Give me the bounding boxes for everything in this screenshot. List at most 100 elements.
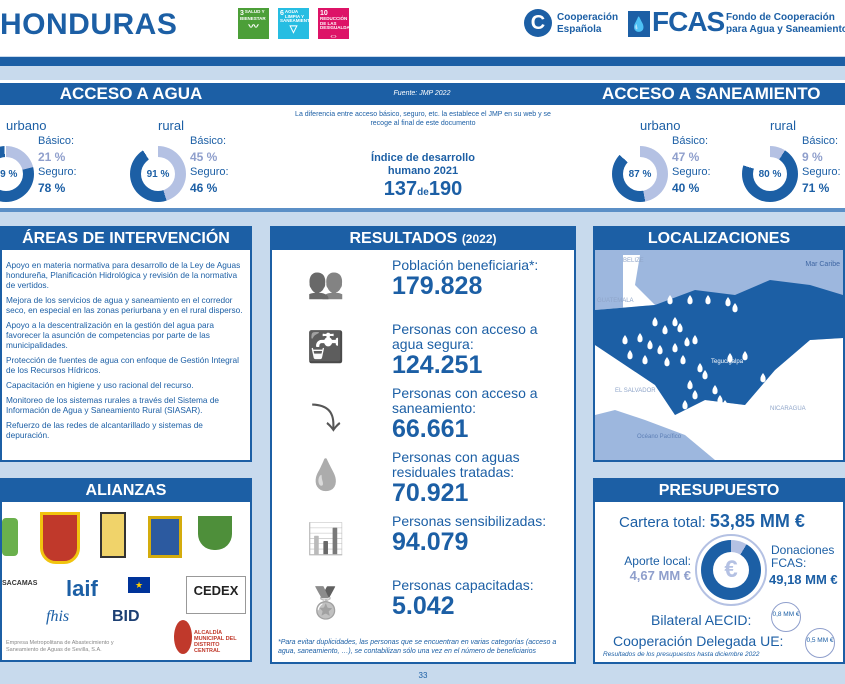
resultado-item: ⤵ Personas con acceso a saneamiento: 66.6… — [298, 386, 574, 450]
resultado-item: 🚰 Personas con acceso a agua segura: 124.… — [298, 322, 574, 386]
project-location-marker — [687, 380, 693, 390]
resultado-label: Población beneficiaria*: — [392, 257, 539, 273]
donaciones-value: 49,18 MM € — [769, 572, 838, 587]
bilateral-value: 0,8 MM € — [771, 602, 801, 632]
honduras-map: BELIZE GUATEMALA EL SALVADOR NICARAGUA O… — [595, 250, 843, 460]
basico-label: Básico: — [190, 135, 227, 147]
donut-total: 91 % — [141, 157, 175, 191]
access-donut: 80 % — [742, 146, 798, 202]
equality-icon: ⇔ — [328, 30, 339, 42]
project-location-marker — [692, 390, 698, 400]
seguro-value: 40 % — [672, 181, 700, 195]
resultado-label: Personas sensibilizadas: — [392, 513, 547, 529]
mar-caribe-label: Mar Caribe — [805, 261, 840, 268]
neighbor-land — [595, 338, 843, 460]
people-group-icon: 👥 — [307, 267, 345, 300]
project-location-marker — [705, 295, 711, 305]
tegucigalpa-label: Tegucigalpa — [711, 359, 744, 365]
project-location-marker — [692, 335, 698, 345]
alianzas-title: ALIANZAS — [2, 480, 250, 502]
project-location-marker — [712, 385, 718, 395]
header-divider — [0, 57, 845, 66]
resultados-panel: RESULTADOS (2022) 👥 Población beneficiar… — [270, 226, 576, 664]
resultados-year: (2022) — [461, 232, 497, 246]
water-drop-icon: 💧 — [628, 11, 650, 37]
idh-total: 190 — [428, 178, 463, 200]
project-location-marker — [702, 370, 708, 380]
seguro-value: 78 % — [38, 181, 66, 195]
resultados-list: 👥 Población beneficiaria*: 179.828 🚰 Perso… — [272, 250, 574, 642]
donut-category-label: rural — [158, 118, 185, 133]
cooperacion-espanola-text: Cooperación Española — [557, 12, 619, 35]
alianzas-panel: ALIANZAS SACAMAS laif ★ CEDEX fhis BID E… — [0, 478, 252, 662]
presentation-icon: 📊 — [307, 523, 345, 556]
project-location-marker — [680, 355, 686, 365]
alcaldia-emblem — [174, 620, 192, 654]
idh-rank: 137 — [383, 178, 418, 200]
band-bottom-line — [0, 208, 845, 212]
project-location-marker — [725, 297, 731, 307]
project-location-marker — [697, 405, 703, 415]
sacamas-logo: SACAMAS — [2, 580, 38, 587]
sewer-pipe-icon: ⤵ — [311, 403, 341, 436]
resultado-label: Personas con acceso a agua segura: — [392, 321, 538, 352]
donut-total: 87 % — [623, 157, 657, 191]
project-location-marker — [684, 337, 690, 347]
resultado-label: Personas con aguas residuales tratadas: — [392, 449, 520, 480]
project-location-marker — [642, 355, 648, 365]
resultado-label: Personas con acceso a saneamiento: — [392, 385, 538, 416]
belize-label: BELIZE — [623, 258, 644, 264]
municipal-shield-logo — [148, 516, 182, 558]
resultado-item: 💧 Personas con aguas residuales tratadas… — [298, 450, 574, 514]
idh-ranking: 137de190 — [350, 178, 496, 201]
basico-label: Básico: — [672, 135, 709, 147]
resultado-label: Personas capacitadas: — [392, 577, 534, 593]
saneamiento-title: ACCESO A SANEAMIENTO — [582, 83, 845, 105]
presupuesto-note: Resultados de los presupuestos hasta dic… — [603, 651, 760, 658]
project-location-marker — [742, 351, 748, 361]
guatemala-label: GUATEMALA — [597, 298, 634, 304]
sdg-number: 10 — [320, 10, 328, 17]
areas-title-text: ÁREAS DE INTERVENCIÓN — [22, 230, 230, 247]
resultados-footnote: *Para evitar duplicidades, las personas … — [278, 639, 557, 655]
sdg-6-badge: 6 AGUA LIMPIA Y SANEAMIENTO ▽ — [278, 8, 314, 39]
project-location-marker — [722, 400, 728, 410]
area-item: Monitoreo de los sistemas rurales a trav… — [6, 395, 220, 415]
area-item: Capacitación en higiene y uso racional d… — [6, 380, 194, 390]
honduras-territory — [595, 280, 843, 415]
resultado-value: 94.079 — [392, 528, 469, 556]
project-location-marker — [664, 357, 670, 367]
alcaldia-logo-text: ALCALDÍA MUNICIPAL DEL DISTRITO CENTRAL — [194, 630, 237, 654]
project-location-marker — [732, 303, 738, 313]
heartbeat-icon: 〰 — [248, 21, 259, 33]
sdg-label: AGUA LIMPIA Y SANEAMIENTO — [280, 9, 314, 24]
access-donut: 91 % — [130, 146, 186, 202]
guatemala-belize-land — [595, 255, 655, 310]
project-location-marker — [682, 400, 688, 410]
project-location-marker — [647, 340, 653, 350]
cartera-total: Cartera total: 53,85 MM € — [619, 511, 805, 532]
partner-logo-green — [2, 518, 18, 556]
page-header — [0, 0, 845, 56]
aporte-local-value: 4,67 MM € — [629, 568, 691, 583]
area-item: Protección de fuentes de agua con enfoqu… — [6, 355, 239, 375]
project-location-marker — [662, 325, 668, 335]
page-number: 33 — [418, 671, 428, 680]
sdg-3-badge: 3 SALUD Y BIENESTAR 〰 — [238, 8, 269, 39]
idh-title: Índice de desarrollo humano 2021 — [371, 152, 475, 177]
agua-title: ACCESO A AGUA — [0, 83, 262, 105]
resultado-value: 179.828 — [392, 272, 483, 300]
el-salvador-label: EL SALVADOR — [615, 388, 656, 394]
nicaragua-label: NICARAGUA — [770, 406, 806, 412]
basico-value: 9 % — [802, 150, 823, 164]
presupuesto-title: PRESUPUESTO — [595, 480, 843, 502]
project-location-marker — [637, 333, 643, 343]
municipal-shield-logo — [100, 512, 126, 558]
seguro-label: Seguro: — [38, 166, 77, 178]
sdg-label: SALUD Y BIENESTAR — [240, 9, 266, 21]
basico-label: Básico: — [38, 135, 75, 147]
seguro-value: 71 % — [802, 181, 830, 195]
fcas-logo: FCAS — [652, 6, 725, 37]
training-award-icon: 🏅 — [307, 587, 345, 620]
project-location-marker — [622, 335, 628, 345]
